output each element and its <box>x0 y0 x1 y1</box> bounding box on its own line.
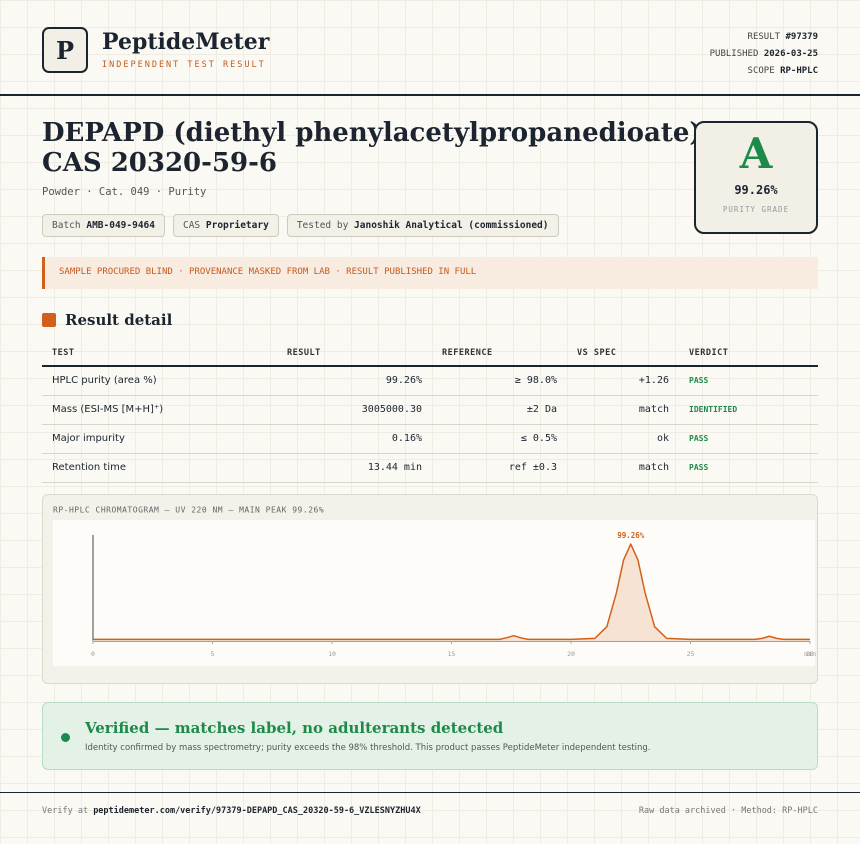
footer-divider <box>0 792 860 793</box>
chart-title: RP-HPLC CHROMATOGRAM — UV 220 NM — MAIN … <box>53 506 324 515</box>
table-row: HPLC purity (area %) 99.26% ≥ 98.0% +1.26 PA… <box>42 366 818 396</box>
trace <box>93 543 810 641</box>
verdict-dot <box>61 733 70 742</box>
x-tick-label: 25 <box>687 650 695 658</box>
table-cell: +1.26 <box>567 366 679 396</box>
table-cell: ok <box>567 424 679 454</box>
meta-label: RESULT <box>747 32 781 42</box>
meta-value: RP-HPLC <box>780 66 818 76</box>
table-cell: PASS <box>679 366 818 396</box>
verdict-text: Identity confirmed by mass spectrometry;… <box>85 743 651 753</box>
x-tick-label: 15 <box>448 650 456 658</box>
verify-url[interactable]: peptidemeter.com/verify/97379-DEPAPD_CAS… <box>93 806 421 816</box>
chip: CAS Proprietary <box>172 214 279 237</box>
column-header: VERDICT <box>679 340 818 367</box>
verdict-card: Verified — matches label, no adulterants… <box>42 702 818 770</box>
table-row: Mass (ESI-MS [M+H]⁺) 3005000.30 ±2 Da match… <box>42 395 818 425</box>
chips: Batch AMB-049-9464 CAS Proprietary Tested … <box>42 213 567 237</box>
meta: RESULT #97379 PUBLISHED 2026-03-25 SCOPE R… <box>710 29 818 80</box>
product-title: DEPAPD (diethyl phenylacetylpropanedioat… <box>42 118 702 178</box>
column-header: RESULT <box>277 340 432 367</box>
table-cell: 13.44 min <box>277 453 432 483</box>
chip: Tested by Janoshik Analytical (commissio… <box>286 214 559 237</box>
grade-value: 99.26% <box>734 183 778 197</box>
meta-value: 2026-03-25 <box>763 49 818 59</box>
chip-value: Janoshik Analytical (commissioned) <box>354 220 549 231</box>
chip-label: Batch <box>52 220 81 231</box>
column-header: VS SPEC <box>567 340 679 367</box>
logo: P <box>42 27 88 73</box>
table-cell: IDENTIFIED <box>679 395 818 425</box>
header-row: TEST RESULT REFERENCE VS SPEC VERDICT <box>42 340 818 367</box>
chip-value: AMB-049-9464 <box>86 220 155 231</box>
divider <box>0 94 860 96</box>
table-row: Major impurity 0.16% ≤ 0.5% ok PASS <box>42 424 818 454</box>
table-cell: ≤ 0.5% <box>432 424 567 454</box>
title-line: CAS 20320-59-6 <box>42 148 278 178</box>
table-cell: match <box>567 395 679 425</box>
verdict-title: Verified — matches label, no adulterants… <box>85 719 504 737</box>
table-cell: Mass (ESI-MS [M+H]⁺) <box>42 395 277 425</box>
table-cell: PASS <box>679 453 818 483</box>
table-cell: Retention time <box>42 453 277 483</box>
meta-row: PUBLISHED 2026-03-25 <box>710 46 818 63</box>
table-cell: ≥ 98.0% <box>432 366 567 396</box>
table-cell: match <box>567 453 679 483</box>
meta-row: RESULT #97379 <box>710 29 818 46</box>
grade-label: PURITY GRADE <box>722 205 790 214</box>
column-header: TEST <box>42 340 277 367</box>
chart: RP-HPLC CHROMATOGRAM — UV 220 NM — MAIN … <box>53 506 816 659</box>
result-table: TEST RESULT REFERENCE VS SPEC VERDICT HPLC pu… <box>42 340 818 483</box>
table-cell: 99.26% <box>277 366 432 396</box>
verify-label: Verify at <box>42 806 89 816</box>
title-line: DEPAPD (diethyl phenylacetylpropanedioat… <box>42 118 702 148</box>
chart-area <box>53 520 815 666</box>
x-tick-label: 10 <box>328 650 336 658</box>
peak-area <box>93 544 810 641</box>
table-cell: PASS <box>679 424 818 454</box>
footer-right: Raw data archived · Method: RP-HPLC <box>638 806 818 816</box>
subtitle: Powder · Cat. 049 · Purity <box>42 186 207 198</box>
x-tick-label: 30 <box>806 650 814 658</box>
tagline: INDEPENDENT TEST RESULT <box>102 60 266 70</box>
section-icon <box>42 313 56 327</box>
footer-left: Verify at peptidemeter.com/verify/97379-… <box>42 806 421 816</box>
table-cell: ref ±0.3 <box>432 453 567 483</box>
chip-label: CAS <box>182 220 201 231</box>
meta-label: PUBLISHED <box>709 49 759 59</box>
table-cell: Major impurity <box>42 424 277 454</box>
grade-card: A 99.26% PURITY GRADE <box>694 121 818 234</box>
section-title: Result detail <box>65 311 173 329</box>
meta-value: #97379 <box>785 32 818 42</box>
peak-annotation: 99.26% <box>617 531 645 540</box>
x-tick-label: 0 <box>91 650 95 658</box>
table-row: Retention time 13.44 min ref ±0.3 match PASS <box>42 453 818 483</box>
table-cell: HPLC purity (area %) <box>42 366 277 396</box>
notice: SAMPLE PROCURED BLIND · PROVENANCE MASKE… <box>42 257 818 289</box>
chip: Batch AMB-049-9464 <box>42 214 165 237</box>
chip-value: Proprietary <box>205 220 269 231</box>
x-tick-label: 20 <box>567 650 575 658</box>
chip-label: Tested by <box>296 220 349 231</box>
brand: PeptideMeter <box>102 29 270 55</box>
meta-row: SCOPE RP-HPLC <box>710 63 818 80</box>
table-cell: 0.16% <box>277 424 432 454</box>
column-header: REFERENCE <box>432 340 567 367</box>
meta-label: SCOPE <box>747 66 775 76</box>
table-cell: ±2 Da <box>432 395 567 425</box>
table-cell: 3005000.30 <box>277 395 432 425</box>
grade-letter: A <box>739 129 773 178</box>
x-tick-label: 5 <box>211 650 215 658</box>
x-axis-label: min <box>804 650 816 658</box>
